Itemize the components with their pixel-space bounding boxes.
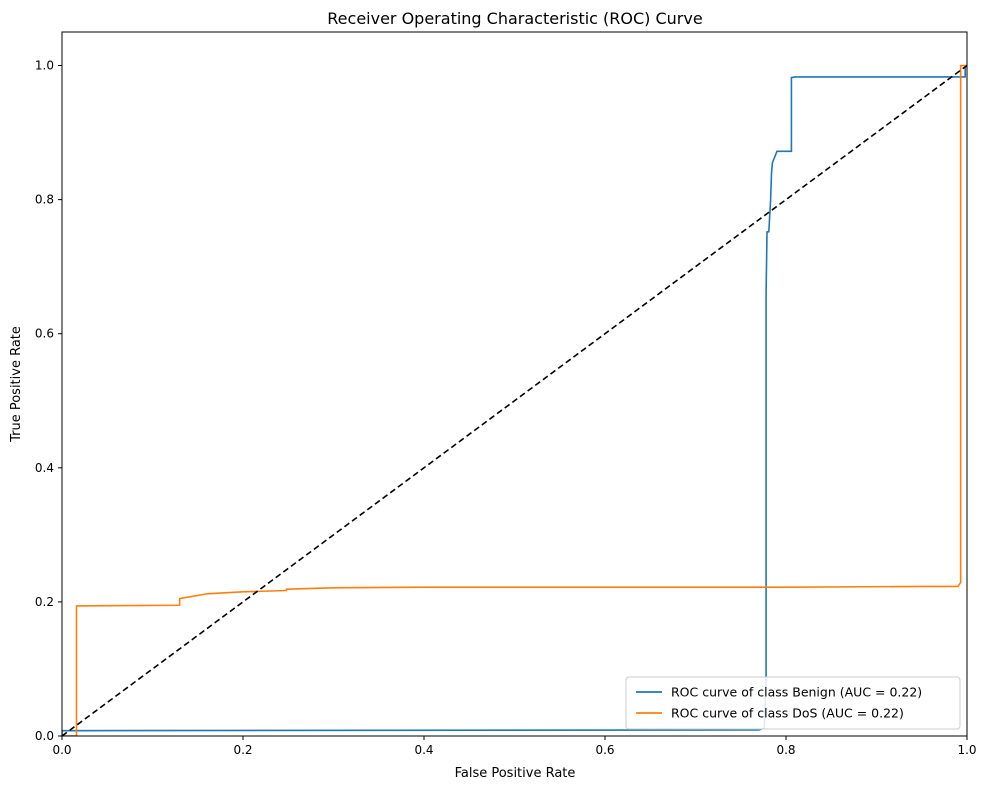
y-tick-label: 0.6	[35, 327, 54, 341]
legend-box	[625, 676, 961, 730]
x-tick-label: 0.0	[52, 743, 71, 757]
chance-diagonal-line	[62, 64, 967, 736]
y-tick-label: 0.0	[35, 729, 54, 743]
x-axis-ticks: 0.0 0.2 0.4 0.6 0.8 1.0	[52, 736, 977, 757]
legend-entry-label: ROC curve of class DoS (AUC = 0.22)	[671, 706, 904, 721]
y-axis-ticks: 0.0 0.2 0.4 0.6 0.8 1.0	[35, 59, 62, 743]
y-axis-label: True Positive Rate	[9, 326, 24, 443]
x-tick-label: 0.4	[414, 743, 433, 757]
y-tick-label: 0.4	[35, 461, 54, 475]
legend: ROC curve of class Benign (AUC = 0.22) RO…	[625, 676, 961, 730]
x-tick-label: 0.8	[776, 743, 795, 757]
y-tick-label: 0.8	[35, 193, 54, 207]
axes-frame	[61, 31, 968, 737]
y-tick-label: 1.0	[35, 59, 54, 73]
chart-title: Receiver Operating Characteristic (ROC) …	[327, 9, 702, 28]
x-tick-label: 1.0	[957, 743, 976, 757]
legend-entry-label: ROC curve of class Benign (AUC = 0.22)	[671, 685, 922, 700]
series-line-1	[62, 64, 967, 736]
x-tick-label: 0.2	[233, 743, 252, 757]
x-tick-label: 0.6	[595, 743, 614, 757]
x-axis-label: False Positive Rate	[455, 766, 576, 781]
y-tick-label: 0.2	[35, 595, 54, 609]
